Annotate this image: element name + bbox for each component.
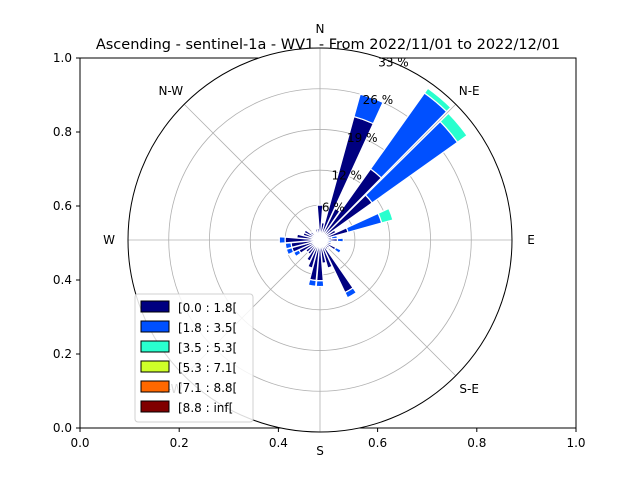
y-axis: 0.0 0.2 0.4 0.6 0.8 1.0 [53,51,80,435]
radial-label: 6 % [322,201,345,215]
x-tick-label: 0.4 [269,436,288,450]
windrose-bar [316,227,321,241]
direction-label: N-E [459,84,480,98]
windrose-bar [278,236,286,244]
windrose-bar [316,204,324,241]
radial-label: 12 % [331,168,362,182]
chart-title: Ascending - sentinel-1a - WV1 - From 202… [96,37,560,53]
radial-label: 33 % [378,56,409,70]
legend-swatch [140,340,170,353]
y-tick-label: 0.0 [53,421,72,435]
x-axis: 0.0 0.2 0.4 0.6 0.8 1.0 [70,428,586,450]
grid-spoke [183,103,321,241]
legend-label: [8.8 : inf[ [178,401,233,415]
y-tick-label: 1.0 [53,51,72,65]
windrose-bar [315,279,325,288]
direction-label: S-E [459,382,479,396]
windrose-bar [336,237,344,243]
direction-label: N-W [158,84,183,98]
legend-label: [0.0 : 1.8[ [178,301,237,315]
direction-label: N [316,22,325,36]
windrose-bar [344,287,358,299]
x-tick-label: 0.8 [467,436,486,450]
windrose-bars [278,87,468,299]
radial-labels: 6 % 12 % 19 % 26 % 33 % [322,56,409,215]
legend-label: [7.1 : 8.8[ [178,381,237,395]
x-tick-label: 1.0 [566,436,585,450]
legend: [0.0 : 1.8[ [1.8 : 3.5[ [3.5 : 5.3[ [5.3 : … [134,293,254,423]
grid-spoke [319,239,457,377]
y-tick-label: 0.2 [53,347,72,361]
legend-label: [5.3 : 7.1[ [178,361,237,375]
legend-swatch [140,360,170,373]
windrose-bar [423,87,452,113]
y-tick-label: 0.8 [53,125,72,139]
x-tick-label: 0.6 [368,436,387,450]
windrose-bar [377,207,394,224]
radial-label: 19 % [347,131,378,145]
legend-swatch [140,320,170,333]
legend-swatch [140,380,170,393]
legend-swatch [140,400,170,413]
windrose-bar [307,278,317,287]
legend-label: [1.8 : 3.5[ [178,321,237,335]
polar-outer-circle [127,47,513,433]
windrose-bar [319,239,333,269]
y-tick-label: 0.6 [53,199,72,213]
windrose-bar [333,246,342,255]
windrose-bar [353,93,384,125]
radial-label: 26 % [363,93,394,107]
direction-label: S [316,444,324,458]
direction-label: E [527,233,535,247]
direction-label: W [103,233,115,247]
windrose-bar [439,112,468,144]
windrose-bar [284,242,293,250]
legend-label: [3.5 : 5.3[ [178,341,237,355]
x-tick-label: 0.2 [170,436,189,450]
y-tick-label: 0.4 [53,273,72,287]
x-tick-label: 0.0 [70,436,89,450]
legend-swatch [140,300,170,313]
